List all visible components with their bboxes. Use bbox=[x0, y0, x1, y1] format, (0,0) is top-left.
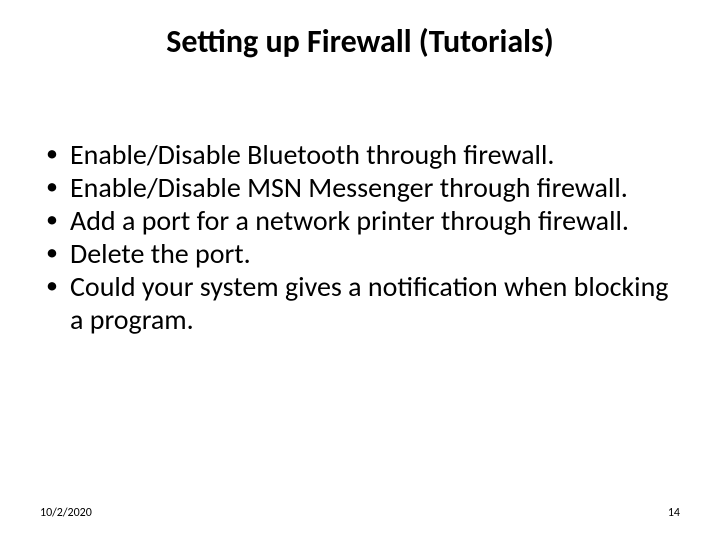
bullet-list: Enable/Disable Bluetooth through firewal… bbox=[40, 138, 680, 336]
slide-title: Setting up Firewall (Tutorials) bbox=[0, 24, 720, 59]
list-item: Enable/Disable Bluetooth through firewal… bbox=[40, 138, 680, 171]
list-item: Delete the port. bbox=[40, 237, 680, 270]
list-item: Could your system gives a notification w… bbox=[40, 270, 680, 336]
footer-page-number: 14 bbox=[668, 506, 680, 520]
slide-body: Enable/Disable Bluetooth through firewal… bbox=[40, 138, 680, 336]
slide: Setting up Firewall (Tutorials) Enable/D… bbox=[0, 0, 720, 540]
list-item: Enable/Disable MSN Messenger through fir… bbox=[40, 171, 680, 204]
footer-date: 10/2/2020 bbox=[40, 506, 92, 520]
list-item: Add a port for a network printer through… bbox=[40, 204, 680, 237]
